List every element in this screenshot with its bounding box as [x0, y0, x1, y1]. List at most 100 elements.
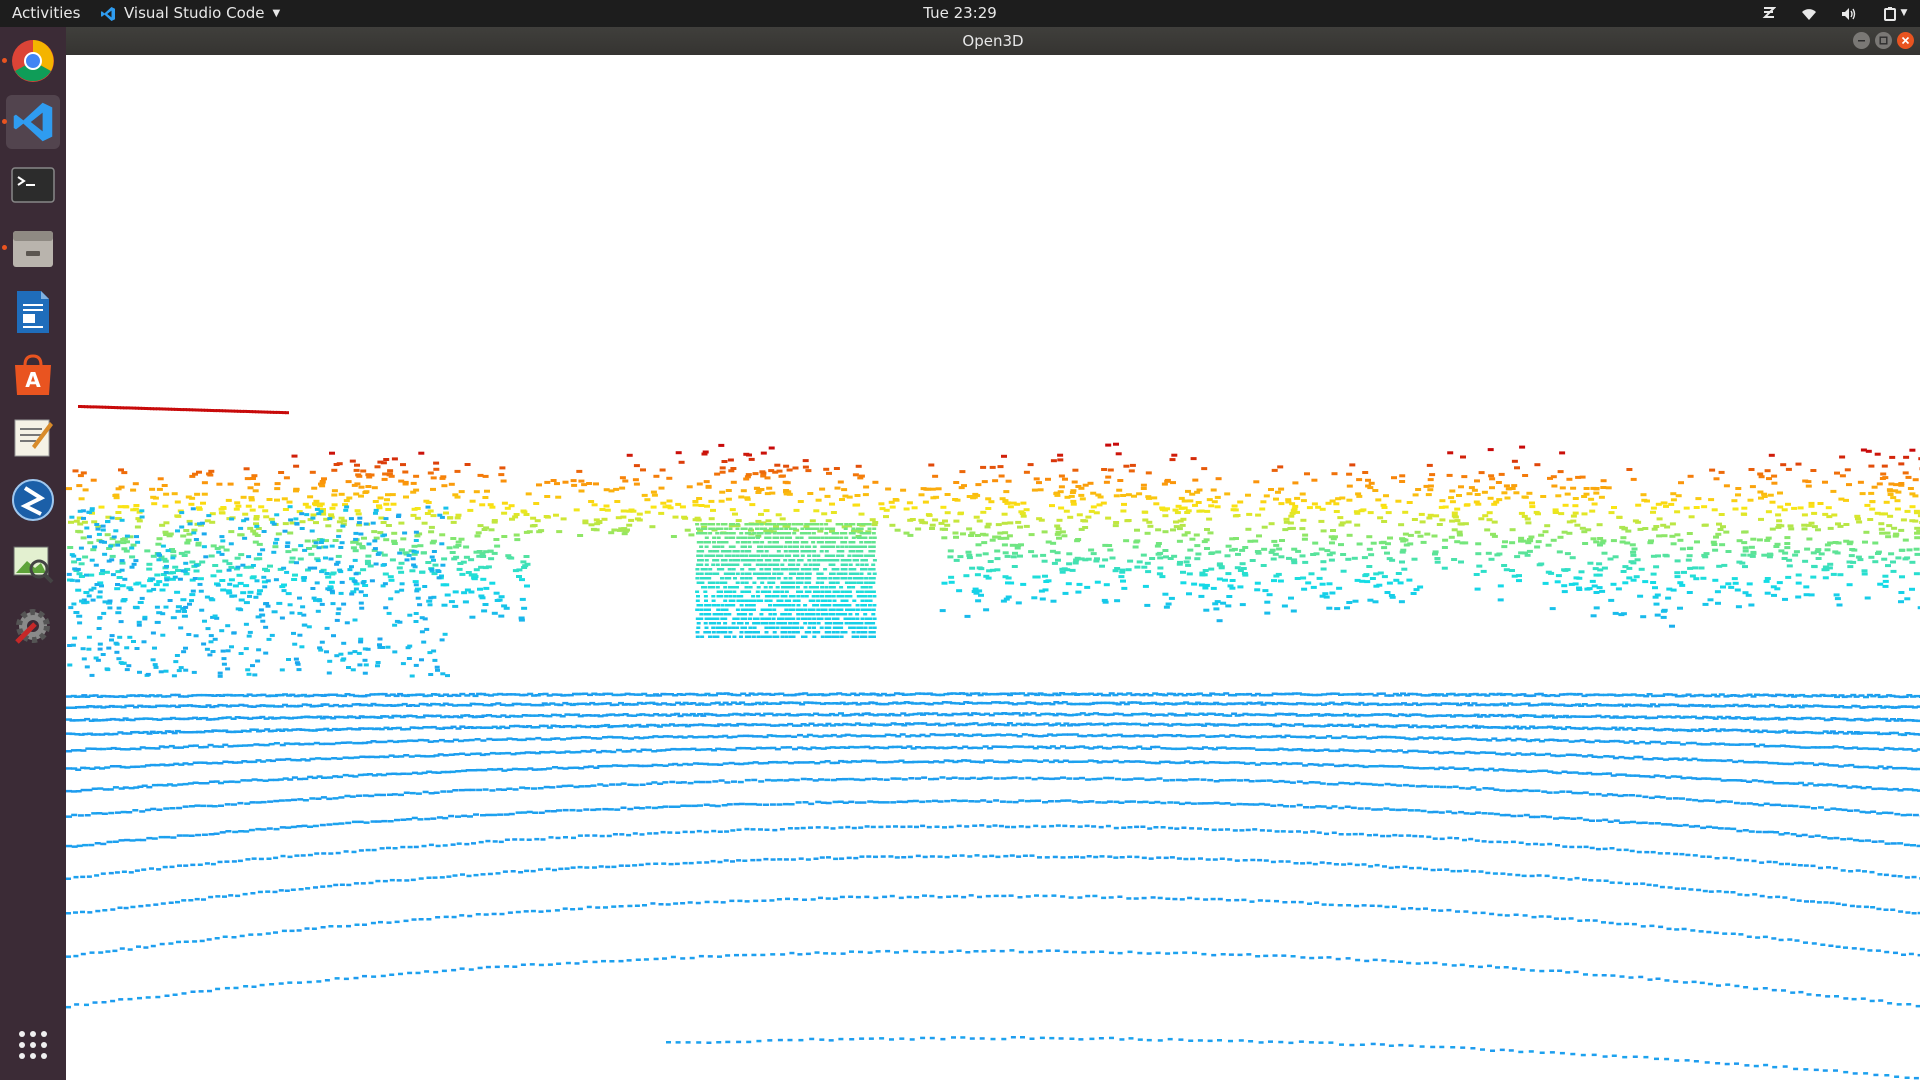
- point: [702, 735, 709, 739]
- system-tray[interactable]: ▼: [1760, 0, 1910, 27]
- point: [685, 804, 692, 808]
- point: [176, 806, 183, 810]
- point: [1830, 717, 1837, 720]
- volume-icon[interactable]: [1840, 5, 1858, 23]
- point: [919, 800, 926, 804]
- point: [914, 896, 920, 899]
- point: [1022, 759, 1029, 762]
- point: [525, 703, 532, 706]
- point: [138, 717, 145, 721]
- clock[interactable]: Tue 23:29: [923, 4, 997, 22]
- point: [1057, 701, 1064, 705]
- point: [1014, 692, 1021, 695]
- point: [793, 714, 800, 717]
- point: [615, 783, 622, 786]
- point: [1127, 701, 1134, 704]
- point: [315, 728, 322, 731]
- point: [1367, 714, 1374, 717]
- point: [1819, 717, 1826, 720]
- point: [738, 802, 745, 806]
- dock-image-viewer[interactable]: [6, 536, 60, 590]
- point: [1053, 701, 1060, 704]
- point: [182, 762, 189, 765]
- window-titlebar[interactable]: Open3D: [66, 27, 1920, 55]
- point: [979, 1037, 985, 1040]
- point: [595, 808, 602, 811]
- point: [789, 951, 795, 955]
- point: [391, 727, 398, 730]
- point: [1194, 897, 1200, 901]
- point: [180, 534, 187, 538]
- point: [1332, 783, 1339, 786]
- point: [1193, 713, 1200, 716]
- point: [1206, 694, 1213, 697]
- dock-settings[interactable]: [6, 599, 60, 653]
- dock-show-apps[interactable]: [6, 1018, 60, 1072]
- point: [1734, 694, 1740, 697]
- point: [853, 778, 860, 781]
- point: [960, 1036, 966, 1039]
- point: [1788, 762, 1794, 766]
- point: [178, 695, 184, 698]
- point: [375, 879, 381, 883]
- maximize-icon[interactable]: [1875, 32, 1892, 49]
- point: [1398, 834, 1404, 837]
- point: [554, 725, 561, 728]
- point: [304, 694, 311, 698]
- dock-software[interactable]: A: [6, 348, 60, 402]
- point: [1338, 833, 1344, 836]
- minimize-icon[interactable]: [1853, 32, 1870, 49]
- point: [883, 702, 890, 706]
- point: [557, 703, 564, 707]
- point: [519, 751, 526, 755]
- dock-writer[interactable]: [6, 285, 60, 339]
- point: [556, 530, 563, 534]
- point: [1201, 724, 1208, 727]
- point: [1914, 694, 1920, 698]
- point: [1490, 726, 1497, 729]
- point: [410, 878, 416, 882]
- point: [1609, 881, 1615, 884]
- point: [1370, 1042, 1376, 1046]
- point-cloud-canvas[interactable]: [66, 55, 1920, 1080]
- dock-text-editor[interactable]: [6, 410, 60, 464]
- point: [1460, 702, 1466, 706]
- point: [1857, 732, 1863, 735]
- point: [74, 733, 81, 736]
- close-icon[interactable]: [1897, 32, 1914, 49]
- point: [927, 703, 934, 706]
- point: [645, 862, 651, 866]
- zotero-icon[interactable]: [1760, 5, 1778, 23]
- point: [1010, 555, 1017, 559]
- point: [1171, 723, 1178, 726]
- point: [562, 701, 569, 705]
- point: [854, 801, 861, 804]
- point: [259, 729, 266, 732]
- point: [1234, 566, 1241, 570]
- point: [1619, 975, 1625, 978]
- point: [1229, 724, 1235, 727]
- dock-files[interactable]: [2, 221, 60, 275]
- point: [1835, 945, 1841, 948]
- app-menu[interactable]: Visual Studio Code ▼: [100, 0, 280, 27]
- point: [1238, 723, 1245, 726]
- point: [326, 716, 333, 719]
- point: [1157, 896, 1163, 900]
- point: [1197, 1039, 1203, 1042]
- point: [805, 952, 811, 956]
- point: [805, 858, 811, 861]
- point: [150, 944, 156, 948]
- dock-vscode[interactable]: [2, 95, 60, 149]
- point: [313, 704, 319, 708]
- point: [1816, 901, 1822, 904]
- point: [1389, 808, 1396, 811]
- point-cloud-viewport[interactable]: [66, 55, 1920, 1080]
- activities-button[interactable]: Activities: [12, 4, 81, 22]
- dock-chrome[interactable]: [2, 34, 60, 88]
- point: [1446, 785, 1453, 789]
- dock-terminal[interactable]: [6, 158, 60, 212]
- power-icon[interactable]: ▼: [1880, 5, 1910, 23]
- dock-app-blue[interactable]: [6, 473, 60, 527]
- point: [883, 746, 890, 750]
- wifi-icon[interactable]: [1800, 5, 1818, 23]
